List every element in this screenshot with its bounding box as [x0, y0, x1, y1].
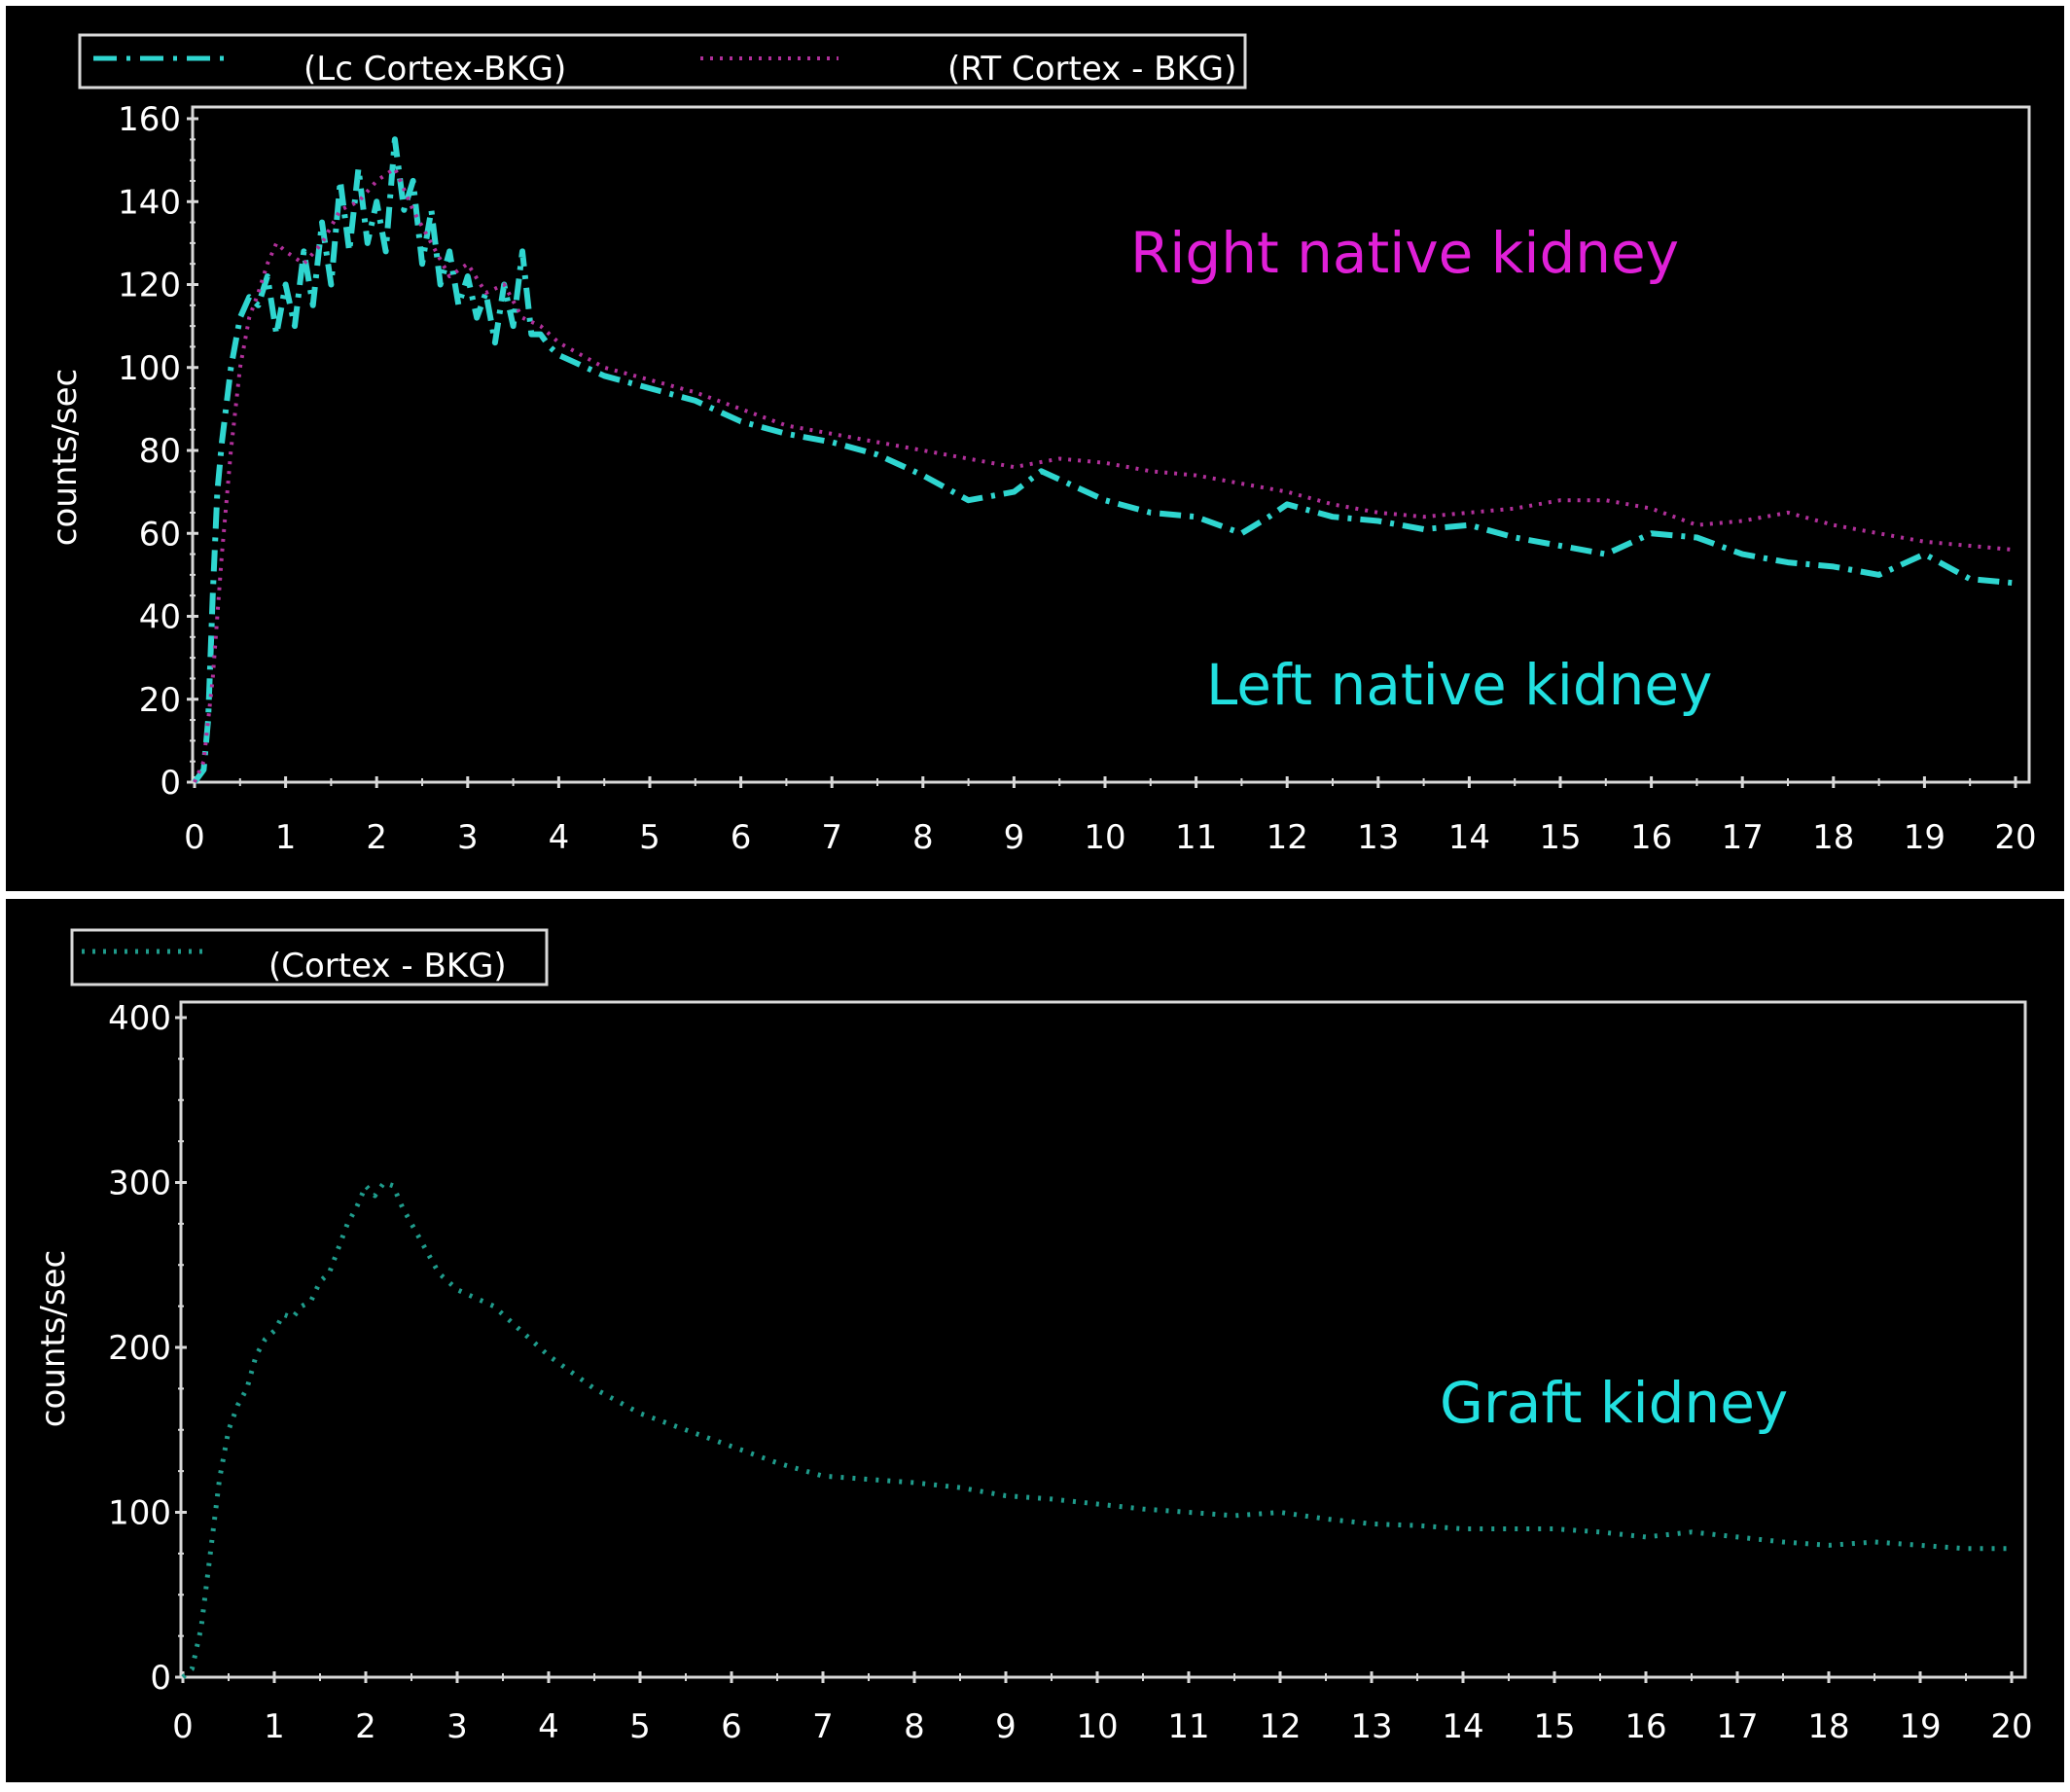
top-x-tick-label: 17	[1722, 818, 1764, 857]
top-y-tick-label: 60	[139, 515, 181, 554]
top-x-tick-label: 7	[821, 818, 842, 857]
bottom-x-tick-label: 9	[995, 1707, 1017, 1746]
bottom-legend: (Cortex - BKG)	[70, 928, 549, 986]
top-x-tick-label: 13	[1357, 818, 1399, 857]
top-legend-label-left: (Lc Cortex-BKG)	[303, 50, 566, 89]
bottom-x-tick-label: 4	[538, 1707, 559, 1746]
top-plot-frame	[191, 105, 2031, 784]
top-x-tick-label: 12	[1267, 818, 1308, 857]
bottom-y-tick-label: 400	[108, 999, 171, 1038]
bottom-panel: (Cortex - BKG) 0 1 2 3 4 5 6 7 8 9 10 11 12 13 14 15 16 1…	[6, 899, 2064, 1782]
top-y-tick-label: 40	[139, 598, 181, 637]
top-panel-background	[6, 6, 2064, 891]
bottom-x-tick-label: 7	[812, 1707, 834, 1746]
annotation-graft-kidney: Graft kidney	[1440, 1370, 1788, 1436]
top-x-tick-label: 15	[1539, 818, 1581, 857]
top-x-tick-label: 9	[1004, 818, 1025, 857]
top-y-axis-label: counts/sec	[46, 369, 85, 546]
top-x-tick-label: 2	[366, 818, 387, 857]
bottom-x-tick-label: 11	[1167, 1707, 1209, 1746]
bottom-x-tick-label: 2	[355, 1707, 376, 1746]
bottom-x-tick-label: 6	[721, 1707, 742, 1746]
bottom-y-tick-label: 300	[108, 1165, 171, 1203]
top-x-tick-label: 0	[184, 818, 205, 857]
bottom-axes: 0 1 2 3 4 5 6 7 8 9 10 11 12 13 14 15 16 17 18 19 2001002003…	[108, 999, 2033, 1746]
top-x-tick-label: 5	[639, 818, 660, 857]
bottom-x-tick-label: 10	[1076, 1707, 1118, 1746]
top-axes: 0 1 2 3 4 5 6 7 8 9 10 11 12 13 14 15 16 17 18 19 2002040608…	[118, 100, 2037, 857]
top-y-tick-label: 100	[118, 349, 181, 388]
top-y-tick-label: 20	[139, 681, 181, 720]
top-series-line-1	[192, 136, 2016, 784]
bottom-x-tick-label: 19	[1899, 1707, 1941, 1746]
bottom-x-tick-label: 14	[1442, 1707, 1483, 1746]
top-y-tick-label: 0	[160, 764, 181, 803]
bottom-x-tick-label: 8	[904, 1707, 925, 1746]
bottom-x-tick-label: 12	[1259, 1707, 1301, 1746]
top-x-tick-label: 1	[275, 818, 297, 857]
bottom-x-tick-label: 17	[1716, 1707, 1758, 1746]
bottom-x-tick-label: 5	[629, 1707, 651, 1746]
top-y-tick-label: 80	[139, 432, 181, 471]
bottom-y-tick-label: 200	[108, 1329, 171, 1368]
bottom-y-tick-label: 0	[150, 1659, 171, 1698]
top-legend-box	[78, 33, 1247, 90]
top-x-tick-label: 11	[1175, 818, 1217, 857]
top-legend-label-right: (RT Cortex - BKG)	[947, 50, 1236, 89]
top-x-tick-label: 3	[457, 818, 479, 857]
top-x-tick-label: 6	[731, 818, 752, 857]
top-x-tick-label: 18	[1812, 818, 1854, 857]
bottom-x-tick-label: 1	[264, 1707, 285, 1746]
bottom-y-tick-label: 100	[108, 1494, 171, 1533]
top-y-tick-label: 120	[118, 267, 181, 305]
top-x-tick-label: 14	[1448, 818, 1490, 857]
annotation-left-native-kidney: Left native kidney	[1206, 652, 1712, 718]
top-x-tick-label: 10	[1084, 818, 1125, 857]
top-series-line-2	[193, 166, 2016, 783]
top-x-tick-label: 4	[549, 818, 570, 857]
bottom-x-tick-label: 3	[446, 1707, 468, 1746]
bottom-x-tick-label: 20	[1990, 1707, 2032, 1746]
top-x-tick-label: 8	[912, 818, 934, 857]
bottom-series-line-1	[181, 1180, 2012, 1679]
top-x-tick-label: 16	[1630, 818, 1672, 857]
top-legend: (Lc Cortex-BKG) (RT Cortex - BKG)	[78, 33, 1247, 90]
bottom-x-tick-label: 18	[1807, 1707, 1849, 1746]
bottom-plot-frame	[179, 1000, 2027, 1679]
top-x-tick-label: 19	[1904, 818, 1945, 857]
bottom-y-axis-label: counts/sec	[34, 1250, 73, 1427]
bottom-legend-box	[70, 928, 549, 986]
annotation-right-native-kidney: Right native kidney	[1130, 220, 1679, 286]
bottom-x-tick-label: 0	[172, 1707, 194, 1746]
top-x-tick-label: 20	[1994, 818, 2036, 857]
top-y-tick-label: 140	[118, 183, 181, 222]
top-series	[192, 136, 2016, 784]
bottom-legend-label: (Cortex - BKG)	[268, 947, 507, 986]
bottom-series	[181, 1180, 2012, 1679]
bottom-panel-background	[6, 899, 2064, 1782]
bottom-x-tick-label: 15	[1533, 1707, 1575, 1746]
bottom-x-tick-label: 13	[1350, 1707, 1392, 1746]
top-y-tick-label: 160	[118, 100, 181, 139]
bottom-x-tick-label: 16	[1624, 1707, 1666, 1746]
